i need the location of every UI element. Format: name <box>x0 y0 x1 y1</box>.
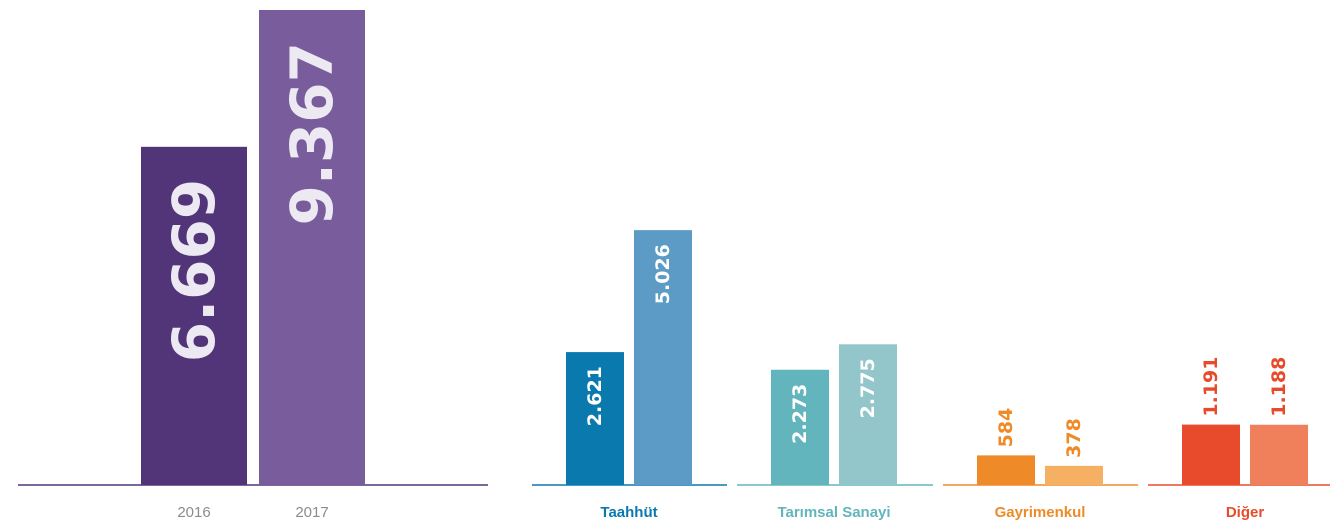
sector-bar <box>977 455 1035 485</box>
sector-bar-value-label: 2.775 <box>857 358 879 418</box>
sector-bar <box>1045 465 1103 485</box>
sector-category-label: Gayrimenkul <box>995 504 1086 521</box>
year-bar-2016 <box>141 146 247 485</box>
sector-bar-value-label: 5.026 <box>652 244 674 304</box>
sector-category-label: Tarımsal Sanayi <box>777 504 890 521</box>
year-bar-value-label: 6.669 <box>160 179 228 362</box>
sector-bar-value-label: 1.191 <box>1200 356 1222 416</box>
sector-bar <box>839 344 897 485</box>
sector-bar <box>1182 424 1240 485</box>
sector-bar <box>771 369 829 485</box>
year-bar-2017 <box>259 10 365 485</box>
sector-bar-value-label: 378 <box>1063 418 1085 458</box>
year-tick-label: 2016 <box>177 504 210 521</box>
sector-bar <box>634 230 692 485</box>
sector-bar-value-label: 584 <box>995 408 1017 448</box>
year-bar-value-label: 9.367 <box>278 42 346 225</box>
sector-bar-value-label: 2.273 <box>789 384 811 444</box>
sector-bar <box>1250 424 1308 485</box>
sector-bar <box>566 352 624 485</box>
sector-bar-value-label: 2.621 <box>584 366 606 426</box>
year-tick-label: 2017 <box>295 504 328 521</box>
sector-bar-value-label: 1.188 <box>1268 357 1290 417</box>
sector-category-label: Taahhüt <box>600 504 657 521</box>
sector-category-label: Diğer <box>1226 504 1265 521</box>
